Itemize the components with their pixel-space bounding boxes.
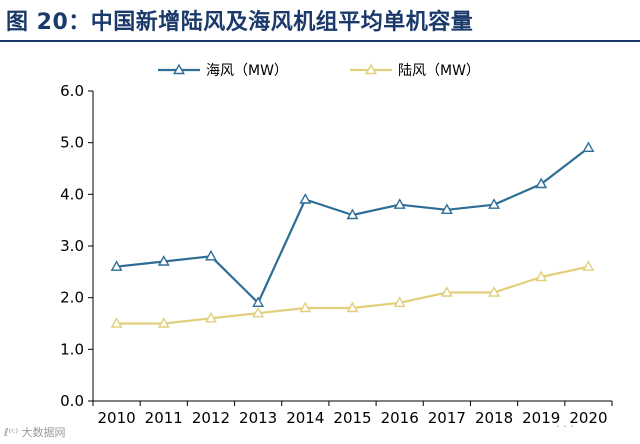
x-tick-label: 2015: [333, 409, 371, 427]
watermark-right: · · ·: [556, 420, 574, 433]
data-point: [252, 296, 265, 308]
y-tick-label: 4.0: [60, 185, 84, 203]
x-tick-label: 2016: [381, 409, 419, 427]
data-point: [393, 198, 406, 209]
figure-title: 图 20：中国新增陆风及海风机组平均单机容量: [6, 10, 474, 35]
legend-marker: [365, 63, 377, 75]
data-point: [157, 317, 170, 328]
x-tick-label: 2018: [475, 409, 513, 427]
data-point: [299, 193, 312, 204]
data-point: [535, 270, 548, 282]
x-tick-label: 2012: [192, 409, 230, 427]
y-tick-label: 5.0: [60, 134, 84, 152]
data-point: [299, 301, 312, 313]
line-chart: 0.0 1.0 2.0 3.0 4.0 5.0 6.0 2010 2011 2012 2013 201…: [60, 63, 613, 427]
x-tick-label: 2017: [428, 409, 466, 427]
legend-marker: [173, 63, 185, 75]
data-point: [205, 311, 217, 323]
data-point: [535, 177, 548, 189]
y-tick-label: 6.0: [60, 82, 84, 100]
x-tick-label: 2013: [239, 409, 277, 427]
watermark-left: ℓ⁽ᶜ⁾ 大数据网: [4, 426, 66, 439]
series-offshore: [110, 141, 595, 308]
x-tick-label: 2014: [286, 409, 324, 427]
legend-item: 陆风（MW）: [350, 63, 480, 79]
data-point: [582, 260, 595, 271]
series-onshore: [110, 260, 595, 328]
chart-axes: 0.0 1.0 2.0 3.0 4.0 5.0 6.0 2010 2011 2012 2013 201…: [60, 82, 613, 427]
x-tick-label: 2019: [522, 409, 560, 427]
data-point: [582, 141, 595, 153]
y-tick-label: 2.0: [60, 289, 84, 307]
title-underline: [0, 40, 640, 42]
series-line: [116, 146, 590, 304]
data-point: [252, 306, 265, 318]
data-point: [110, 260, 123, 271]
data-point: [440, 203, 453, 215]
legend-item: 海风（MW）: [158, 63, 288, 79]
data-point: [110, 317, 123, 328]
legend-label: 陆风（MW）: [398, 63, 480, 79]
data-point: [393, 296, 406, 308]
data-point: [157, 255, 170, 266]
x-tick-label: 2020: [569, 409, 607, 427]
x-tick-label: 2011: [145, 409, 183, 427]
data-point: [346, 208, 359, 220]
y-tick-label: 0.0: [60, 392, 84, 410]
data-point: [346, 301, 359, 313]
chart-legend: 海风（MW） 陆风（MW）: [158, 63, 480, 79]
series-line: [116, 265, 589, 325]
data-point: [205, 249, 217, 261]
y-tick-label: 1.0: [60, 340, 84, 358]
chart-series-layer: [110, 141, 595, 328]
x-tick-label: 2010: [97, 409, 135, 427]
legend-label: 海风（MW）: [206, 63, 288, 79]
figure-title-bar: 图 20：中国新增陆风及海风机组平均单机容量: [0, 0, 640, 40]
data-point: [488, 286, 500, 297]
y-tick-label: 3.0: [60, 237, 84, 255]
data-point: [440, 286, 453, 297]
data-point: [488, 198, 500, 209]
